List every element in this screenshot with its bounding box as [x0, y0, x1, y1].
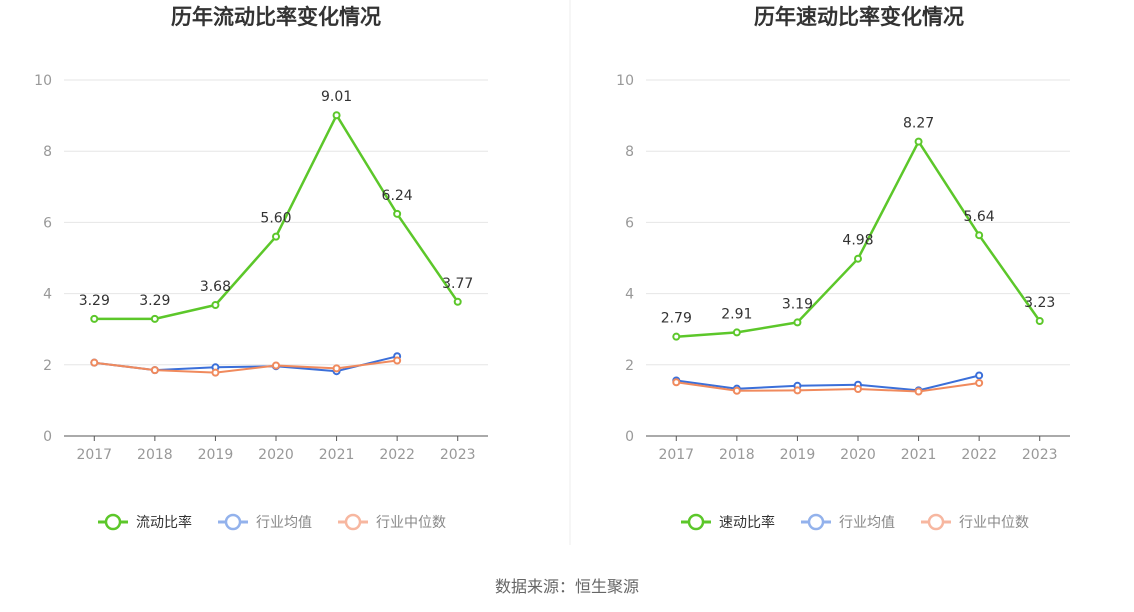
- data-point: [332, 364, 341, 373]
- data-label: 3.29: [139, 293, 170, 309]
- y-tick-label: 0: [43, 429, 52, 445]
- data-label: 3.77: [442, 276, 473, 292]
- data-point: [732, 386, 741, 395]
- data-label: 5.60: [260, 211, 291, 227]
- legend-label: 流动比率: [136, 514, 192, 531]
- series-line-2: [676, 381, 980, 393]
- x-tick-label: 2018: [137, 447, 173, 463]
- data-point: [914, 387, 923, 396]
- y-tick-label: 4: [625, 287, 634, 303]
- data-point: [793, 318, 802, 327]
- data-point: [211, 300, 220, 309]
- data-label: 9.01: [321, 89, 352, 105]
- data-point: [914, 137, 923, 146]
- data-label: 2.79: [661, 311, 692, 327]
- y-tick-label: 4: [43, 287, 52, 303]
- data-point: [854, 385, 862, 394]
- y-tick-label: 8: [625, 144, 634, 160]
- data-point: [393, 209, 402, 218]
- data-label: 3.19: [782, 296, 813, 312]
- x-tick-label: 2017: [658, 447, 694, 463]
- quick-ratio-chart: 历年速动比率变化情况 0 2 4 6 8 10 2017 2018 2019 2020 2021 202…: [616, 5, 1070, 531]
- data-label: 3.29: [79, 293, 110, 309]
- x-tick-label: 2022: [961, 447, 997, 463]
- x-tick-label: 2020: [840, 447, 876, 463]
- data-point: [975, 378, 984, 387]
- legend-label: 行业均值: [839, 515, 895, 531]
- data-label: 4.98: [842, 233, 873, 249]
- legend-marker: [224, 513, 242, 531]
- data-point: [854, 254, 862, 263]
- chart-title: 历年速动比率变化情况: [754, 5, 964, 29]
- data-point: [332, 111, 341, 120]
- x-tick-label: 2020: [258, 447, 294, 463]
- y-tick-label: 6: [625, 215, 634, 231]
- chart-title: 历年流动比率变化情况: [171, 5, 381, 29]
- series-line-1: [676, 374, 980, 392]
- data-point: [793, 386, 802, 395]
- y-tick-label: 10: [616, 73, 634, 89]
- legend-marker: [807, 513, 825, 531]
- data-point: [90, 314, 99, 323]
- x-tick-label: 2019: [198, 447, 234, 463]
- data-point: [150, 314, 159, 323]
- y-tick-label: 8: [43, 144, 52, 160]
- data-point: [453, 297, 462, 306]
- data-point: [393, 356, 402, 365]
- x-tick-label: 2017: [76, 447, 112, 463]
- legend-label: 行业中位数: [376, 515, 446, 531]
- x-tick-label: 2023: [440, 447, 476, 463]
- y-tick-label: 2: [625, 358, 634, 374]
- current-ratio-chart: 历年流动比率变化情况 0 2 4 6 8 10 2017 2018 2019 2020 2021 202…: [34, 5, 488, 531]
- x-tick-label: 2018: [719, 447, 755, 463]
- data-label: 6.24: [382, 188, 413, 204]
- data-point: [672, 378, 681, 387]
- data-point: [1035, 317, 1044, 326]
- x-tick-label: 2022: [379, 447, 415, 463]
- data-label: 8.27: [903, 116, 934, 132]
- y-tick-label: 10: [34, 73, 52, 89]
- data-label: 2.91: [721, 306, 752, 322]
- x-tick-label: 2021: [319, 447, 355, 463]
- data-point: [90, 358, 99, 367]
- legend-marker: [104, 513, 122, 531]
- data-point: [150, 366, 159, 375]
- data-point: [732, 328, 741, 337]
- legend-marker: [687, 513, 705, 531]
- legend-label: 行业中位数: [959, 515, 1029, 531]
- data-point: [272, 361, 280, 370]
- series-line-2: [94, 359, 398, 374]
- data-source-label: 数据来源：恒生聚源: [495, 577, 639, 596]
- x-tick-label: 2019: [780, 447, 816, 463]
- data-point: [672, 332, 681, 341]
- legend-marker: [344, 513, 362, 531]
- data-point: [975, 231, 984, 240]
- y-tick-label: 0: [625, 429, 634, 445]
- legend-marker: [927, 513, 945, 531]
- y-tick-label: 2: [43, 358, 52, 374]
- y-tick-label: 6: [43, 215, 52, 231]
- x-tick-label: 2021: [901, 447, 937, 463]
- legend-label: 行业均值: [256, 515, 312, 531]
- x-tick-label: 2023: [1022, 447, 1058, 463]
- data-label: 3.23: [1024, 295, 1055, 311]
- data-label: 3.68: [200, 279, 231, 295]
- legend-label: 速动比率: [719, 514, 775, 531]
- data-point: [211, 368, 220, 377]
- data-point: [975, 371, 984, 380]
- data-label: 5.64: [964, 209, 995, 225]
- data-point: [272, 232, 280, 241]
